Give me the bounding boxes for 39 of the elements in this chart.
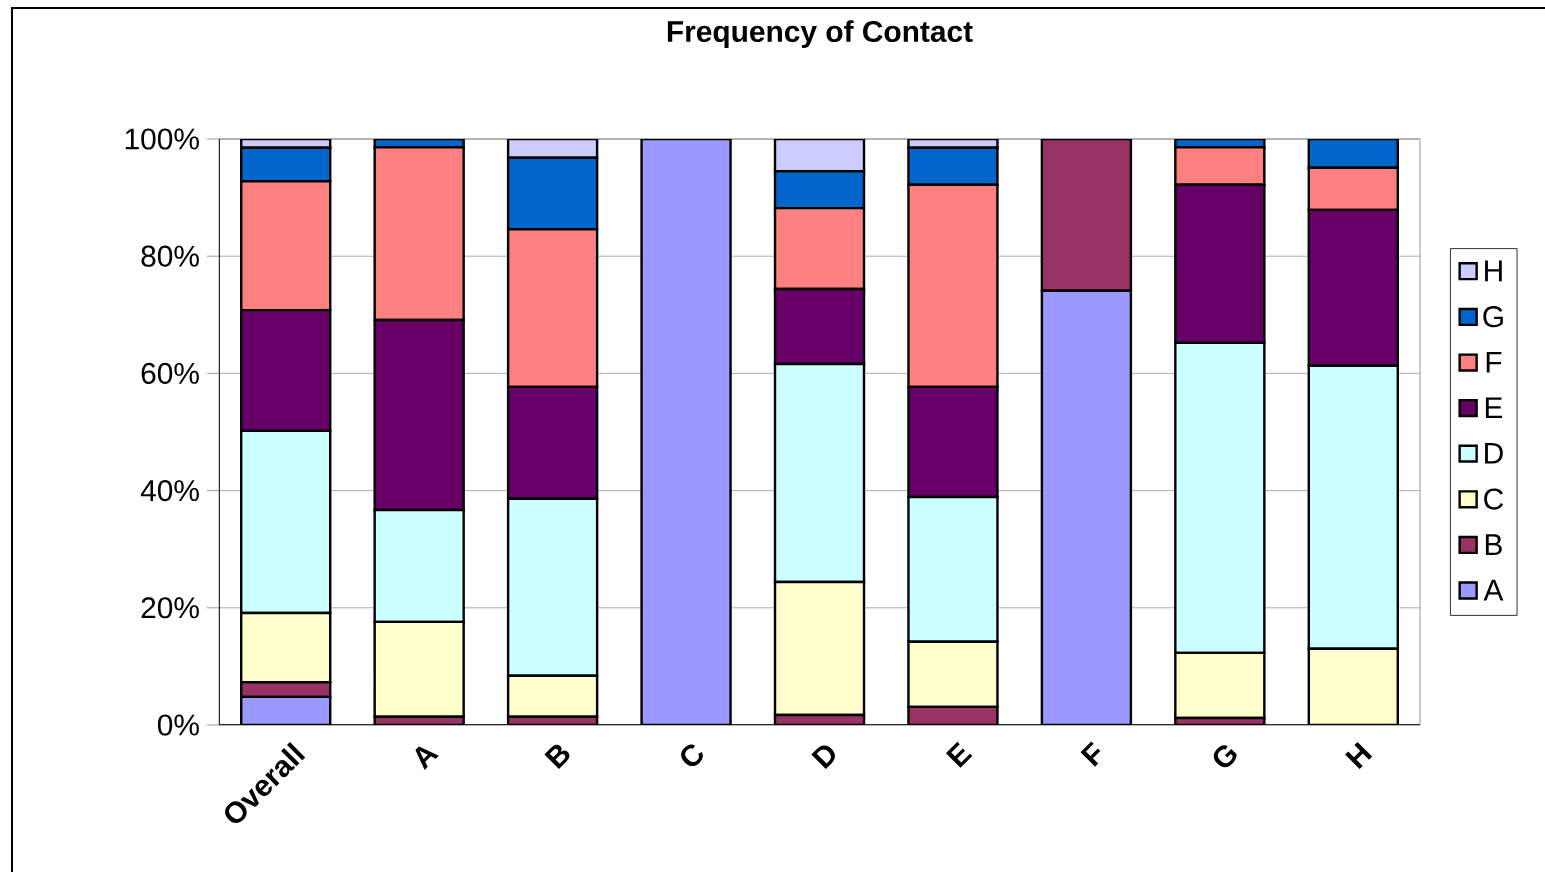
legend-label: B bbox=[1485, 534, 1502, 555]
x-tick-label: F bbox=[1080, 741, 1101, 767]
x-tick-label: A bbox=[415, 746, 439, 770]
bar bbox=[1307, 647, 1399, 725]
y-tick-label: 40% bbox=[140, 480, 199, 502]
bar bbox=[373, 620, 465, 718]
x-tick-label: E bbox=[945, 741, 973, 768]
bar bbox=[907, 146, 999, 186]
x-tick-label: G bbox=[1213, 745, 1237, 768]
y-tick-label: 80% bbox=[141, 245, 199, 267]
bar bbox=[773, 138, 866, 173]
bar bbox=[1040, 289, 1133, 725]
bar bbox=[907, 640, 999, 709]
bar bbox=[506, 156, 599, 231]
bar bbox=[1174, 651, 1266, 720]
y-tick-label: 100% bbox=[125, 128, 199, 150]
bar bbox=[240, 611, 332, 684]
y-tick-label: 0% bbox=[157, 714, 199, 736]
legend-label: C bbox=[1484, 488, 1504, 510]
legend-label: D bbox=[1485, 442, 1503, 464]
x-tick-label: D bbox=[811, 745, 835, 770]
bar bbox=[240, 146, 332, 183]
y-tick-label: 20% bbox=[141, 597, 199, 619]
bar bbox=[773, 170, 866, 210]
bar bbox=[506, 674, 599, 718]
bar bbox=[1307, 138, 1399, 169]
legend-label: H bbox=[1485, 260, 1502, 282]
y-tick-label: 60% bbox=[141, 362, 199, 384]
x-tick-label: H bbox=[1345, 742, 1373, 770]
chart-title: Frequency of Contact bbox=[667, 20, 973, 48]
x-tick-label: C bbox=[681, 744, 703, 767]
bar bbox=[640, 138, 732, 725]
bar bbox=[240, 695, 332, 725]
bar bbox=[773, 580, 866, 717]
legend-label: G bbox=[1483, 306, 1503, 328]
legend-label: F bbox=[1486, 351, 1502, 373]
x-tick-label: B bbox=[544, 744, 570, 770]
legend-label: A bbox=[1483, 579, 1504, 601]
legend-label: E bbox=[1485, 397, 1503, 419]
